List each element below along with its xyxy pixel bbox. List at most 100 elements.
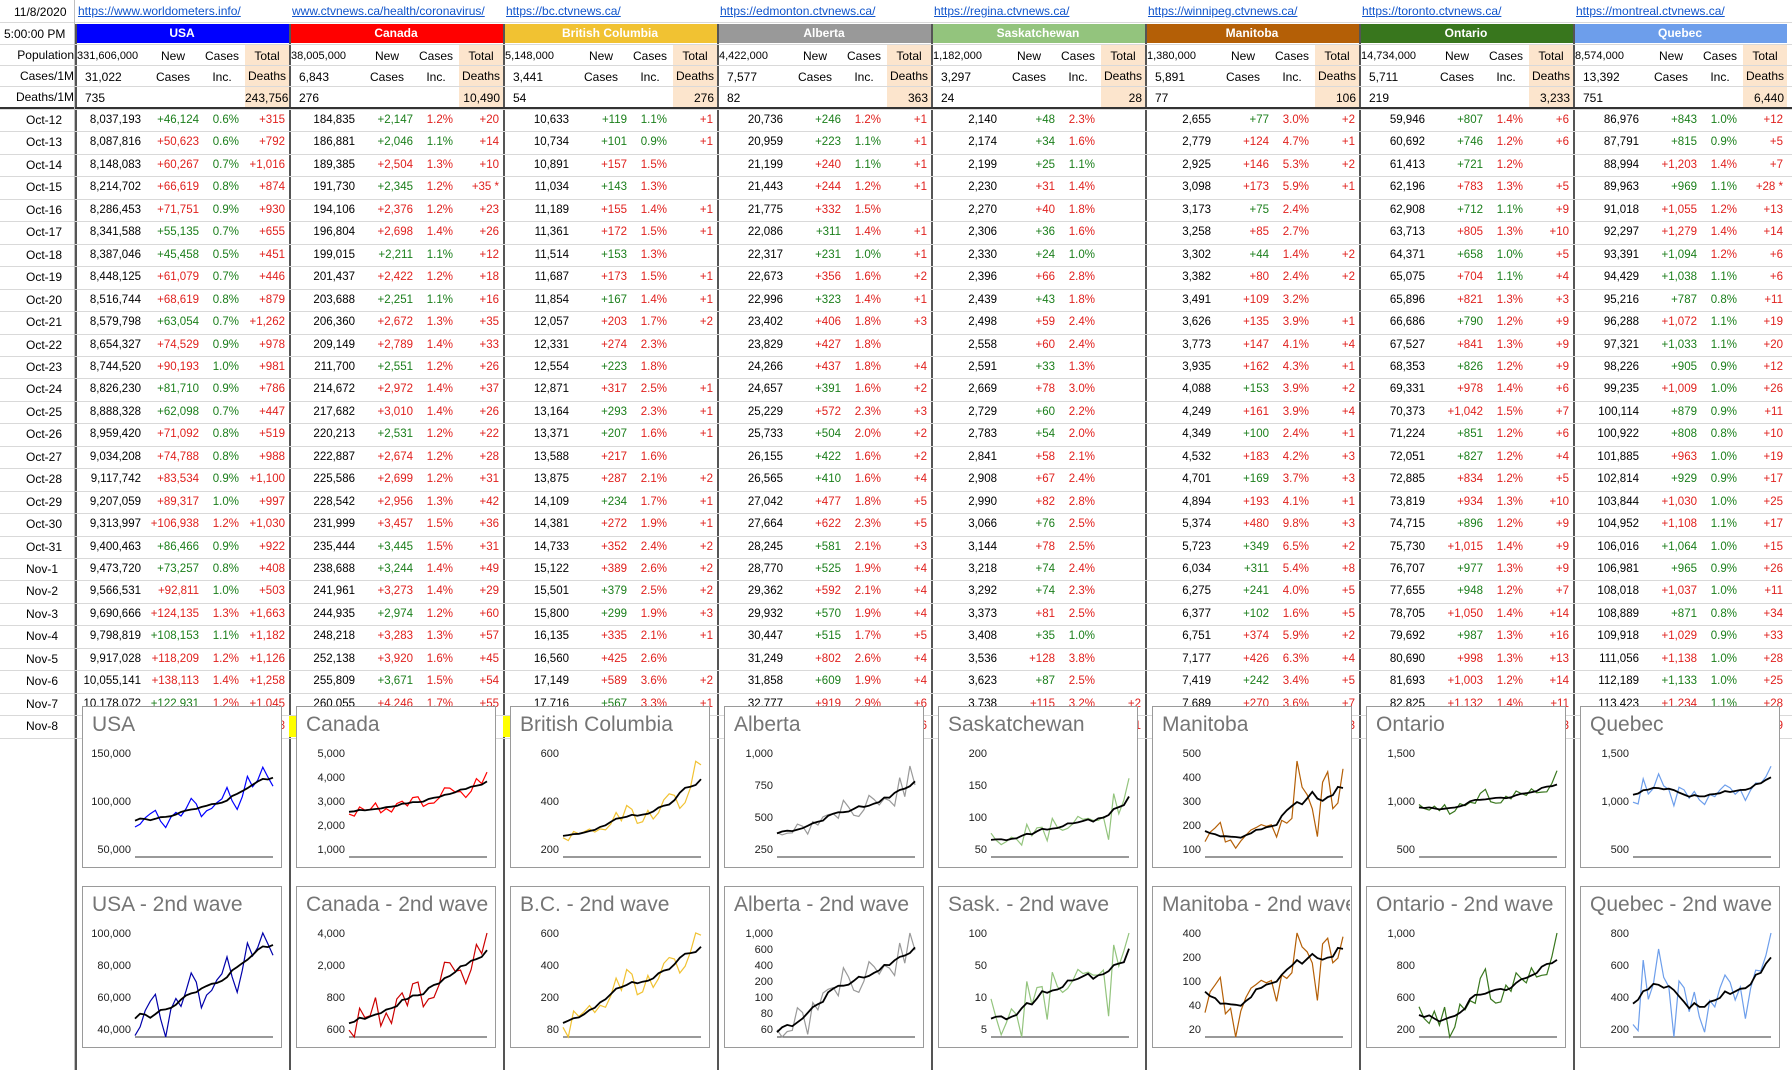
date-label: Oct-26 — [26, 427, 63, 442]
link-quebec[interactable]: https://montreal.ctvnews.ca/ — [1576, 4, 1725, 18]
link-bc[interactable]: https://bc.ctvnews.ca/ — [506, 4, 621, 18]
chart-manitoba-2nd-wave[interactable]: Manitoba - 2nd wave 400 200 100 40 20 — [1152, 886, 1352, 1048]
cum-cases-bc: 11,687 — [534, 271, 569, 284]
cum-cases-ontario: 68,353 — [1389, 360, 1425, 373]
inc-pct-sask: 3.0% — [1068, 383, 1095, 396]
new-deaths-quebec: +14 — [1763, 226, 1783, 239]
new-cases-usa: +86,466 — [157, 540, 199, 553]
new-deaths-alberta: +1 — [913, 158, 927, 171]
new-deaths-manitoba: +2 — [1341, 248, 1355, 261]
chart-ontario[interactable]: Ontario 1,500 1,000 500 — [1366, 706, 1566, 868]
new-cases-bc: +589 — [601, 675, 627, 688]
inc-pct-bc: 2.3% — [640, 338, 667, 351]
cum-cases-alberta: 23,402 — [747, 316, 783, 329]
new-deaths-manitoba: +4 — [1341, 405, 1355, 418]
region-header-manitoba: Manitoba — [1145, 24, 1359, 43]
y-tick-label: 200 — [1397, 1024, 1415, 1036]
inc-pct-ontario: 1.3% — [1496, 226, 1523, 239]
inc-pct-canada: 1.5% — [426, 518, 453, 531]
new-deaths-manitoba: +2 — [1341, 158, 1355, 171]
new-cases-ontario: +790 — [1457, 316, 1483, 329]
new-deaths-ontario: +5 — [1555, 181, 1569, 194]
series-line-average — [348, 780, 488, 813]
deaths-header-canada: Deaths — [461, 69, 501, 83]
new-cases-ontario: +1,042 — [1447, 405, 1484, 418]
inc-pct-quebec: 1.0% — [1710, 450, 1737, 463]
total-deaths-sask: 28 — [1101, 87, 1145, 109]
inc-sub-quebec: Inc. — [1710, 70, 1730, 84]
new-cases-sask: +60 — [1035, 405, 1055, 418]
series-line-average — [776, 780, 916, 835]
inc-pct-bc: 1.6% — [640, 450, 667, 463]
chart-manitoba[interactable]: Manitoba 500 400 300 200 100 — [1152, 706, 1352, 868]
date-label: Nov-5 — [26, 651, 59, 666]
cases-header-ontario: Cases — [1488, 49, 1523, 63]
cum-cases-sask: 3,144 — [968, 540, 997, 553]
cases-per-m-ontario: 5,711 — [1369, 70, 1399, 84]
cum-cases-canada: 244,935 — [313, 607, 355, 620]
new-deaths-canada: +26 — [479, 360, 499, 373]
new-cases-quebec: +787 — [1671, 293, 1697, 306]
cases-header-usa: Cases — [204, 49, 239, 63]
cum-cases-bc: 17,149 — [533, 675, 569, 688]
chart-canada[interactable]: Canada 5,000 4,000 3,000 2,000 1,000 — [296, 706, 496, 868]
deaths-header-ontario: Deaths — [1531, 69, 1571, 83]
chart-alberta[interactable]: Alberta 1,000 750 500 250 — [724, 706, 924, 868]
chart-quebec[interactable]: Quebec 1,500 1,000 500 — [1580, 706, 1780, 868]
new-deaths-usa: +930 — [259, 203, 285, 216]
new-cases-canada: +3,445 — [377, 540, 414, 553]
cum-cases-manitoba: 2,655 — [1182, 114, 1211, 126]
date-label: Nov-6 — [26, 674, 59, 689]
new-deaths-alberta: +2 — [913, 383, 927, 396]
new-deaths-manitoba: +1 — [1341, 136, 1355, 149]
series-line-average — [1204, 785, 1344, 839]
new-header-quebec: New — [1658, 49, 1683, 63]
link-canada[interactable]: www.ctvnews.ca/health/coronavirus/ — [292, 4, 485, 18]
inc-pct-ontario: 1.4% — [1496, 383, 1523, 396]
new-cases-canada: +2,789 — [377, 338, 414, 351]
new-cases-alberta: +422 — [815, 450, 841, 463]
cum-cases-usa: 9,798,819 — [89, 630, 141, 643]
new-deaths-manitoba: +5 — [1341, 675, 1355, 688]
date-cell[interactable]: 11/8/2020 — [14, 5, 67, 19]
inc-sub-ontario: Inc. — [1496, 70, 1516, 84]
time-cell[interactable]: 5:00:00 PM — [4, 27, 66, 41]
new-cases-alberta: +570 — [815, 607, 841, 620]
new-deaths-ontario: +3 — [1555, 293, 1569, 306]
chart-alberta-2nd-wave[interactable]: Alberta - 2nd wave 1,000 600 400 200 100 80 60 — [724, 886, 924, 1048]
link-sask[interactable]: https://regina.ctvnews.ca/ — [934, 4, 1070, 18]
link-ontario[interactable]: https://toronto.ctvnews.ca/ — [1362, 4, 1502, 18]
inc-pct-bc: 2.3% — [640, 405, 667, 418]
inc-pct-bc: 1.3% — [640, 248, 667, 261]
inc-pct-ontario: 1.4% — [1496, 540, 1523, 553]
new-cases-alberta: +323 — [815, 293, 841, 306]
date-label: Oct-18 — [26, 247, 63, 262]
cum-cases-manitoba: 4,894 — [1182, 495, 1211, 508]
inc-pct-ontario: 1.3% — [1496, 652, 1523, 665]
chart-ontario-2nd-wave[interactable]: Ontario - 2nd wave 1,000 800 600 200 — [1366, 886, 1566, 1048]
inc-pct-sask: 1.3% — [1068, 360, 1095, 373]
cum-cases-usa: 8,286,453 — [89, 203, 141, 216]
chart-bc-2nd-wave[interactable]: B.C. - 2nd wave 600 400 200 80 — [510, 886, 710, 1048]
chart-sask[interactable]: Saskatchewan 200 150 100 50 — [938, 706, 1138, 868]
inc-pct-quebec: 0.9% — [1710, 136, 1737, 149]
deaths-per-m-label: Deaths/1M — [15, 90, 74, 104]
inc-pct-ontario: 1.1% — [1496, 203, 1523, 216]
chart-bc[interactable]: British Columbia 600 400 200 — [510, 706, 710, 868]
link-alberta[interactable]: https://edmonton.ctvnews.ca/ — [720, 4, 876, 18]
link-manitoba[interactable]: https://winnipeg.ctvnews.ca/ — [1148, 4, 1298, 18]
chart-canada-2nd-wave[interactable]: Canada - 2nd wave 4,000 2,000 800 600 — [296, 886, 496, 1048]
inc-pct-usa: 0.7% — [212, 226, 239, 239]
chart-usa[interactable]: USA 150,000 100,000 50,000 — [82, 706, 282, 868]
new-deaths-quebec: +12 — [1763, 114, 1783, 126]
cum-cases-quebec: 92,297 — [1603, 226, 1639, 239]
column-divider — [717, 24, 719, 1070]
inc-pct-manitoba: 3.7% — [1282, 473, 1309, 486]
chart-quebec-2nd-wave[interactable]: Quebec - 2nd wave 800 600 400 200 — [1580, 886, 1780, 1048]
inc-pct-quebec: 1.1% — [1710, 518, 1737, 531]
inc-pct-quebec: 1.0% — [1710, 675, 1737, 688]
new-deaths-canada: +22 — [479, 428, 499, 441]
link-usa[interactable]: https://www.worldometers.info/ — [78, 4, 241, 18]
chart-usa-2nd-wave[interactable]: USA - 2nd wave 100,000 80,000 60,000 40,000 — [82, 886, 282, 1048]
chart-sask-2nd-wave[interactable]: Sask. - 2nd wave 100 50 10 5 — [938, 886, 1138, 1048]
